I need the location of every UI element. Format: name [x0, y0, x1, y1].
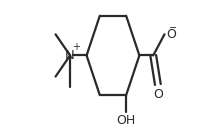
- Text: O: O: [166, 28, 176, 41]
- Text: +: +: [72, 42, 80, 52]
- Text: −: −: [169, 23, 177, 33]
- Text: N: N: [65, 49, 75, 62]
- Text: OH: OH: [117, 114, 136, 126]
- Text: O: O: [153, 88, 163, 101]
